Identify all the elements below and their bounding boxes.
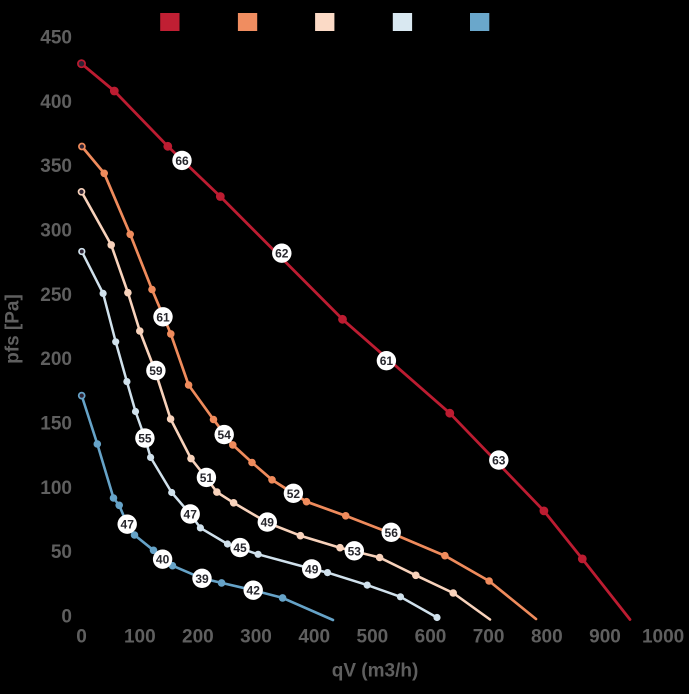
svg-text:39: 39 [195,572,209,586]
svg-text:55: 55 [138,432,152,446]
svg-text:800: 800 [531,627,563,648]
svg-text:54: 54 [218,428,232,442]
svg-text:47: 47 [184,508,198,522]
svg-text:250: 250 [40,285,72,306]
svg-text:0: 0 [61,607,72,628]
svg-text:49: 49 [261,516,275,530]
svg-text:200: 200 [182,627,214,648]
svg-text:400: 400 [298,627,330,648]
svg-text:qV (m3/h): qV (m3/h) [332,661,419,682]
svg-text:pfs [Pa]: pfs [Pa] [3,294,24,364]
svg-text:53: 53 [348,544,362,558]
svg-text:400: 400 [40,92,72,113]
svg-text:300: 300 [240,627,272,648]
svg-text:62: 62 [275,247,289,261]
svg-text:61: 61 [380,354,394,368]
svg-text:100: 100 [124,627,156,648]
svg-text:300: 300 [40,221,72,242]
svg-text:63: 63 [492,454,506,468]
svg-text:40: 40 [156,553,170,567]
svg-text:66: 66 [175,154,189,168]
svg-text:150: 150 [40,414,72,435]
svg-text:42: 42 [247,584,261,598]
svg-text:100: 100 [40,478,72,499]
svg-text:500: 500 [357,627,389,648]
svg-text:200: 200 [40,349,72,370]
svg-text:50: 50 [51,542,72,563]
svg-text:600: 600 [415,627,447,648]
svg-text:52: 52 [287,487,301,501]
svg-text:56: 56 [385,526,399,540]
svg-text:61: 61 [156,310,170,324]
svg-text:47: 47 [121,518,135,532]
svg-text:900: 900 [589,627,621,648]
svg-text:450: 450 [40,28,72,49]
svg-text:59: 59 [149,364,163,378]
svg-text:0: 0 [76,627,87,648]
svg-text:350: 350 [40,156,72,177]
svg-text:700: 700 [473,627,505,648]
svg-text:51: 51 [200,471,214,485]
svg-text:49: 49 [305,562,319,576]
svg-text:45: 45 [233,541,247,555]
svg-text:1000: 1000 [642,627,684,648]
